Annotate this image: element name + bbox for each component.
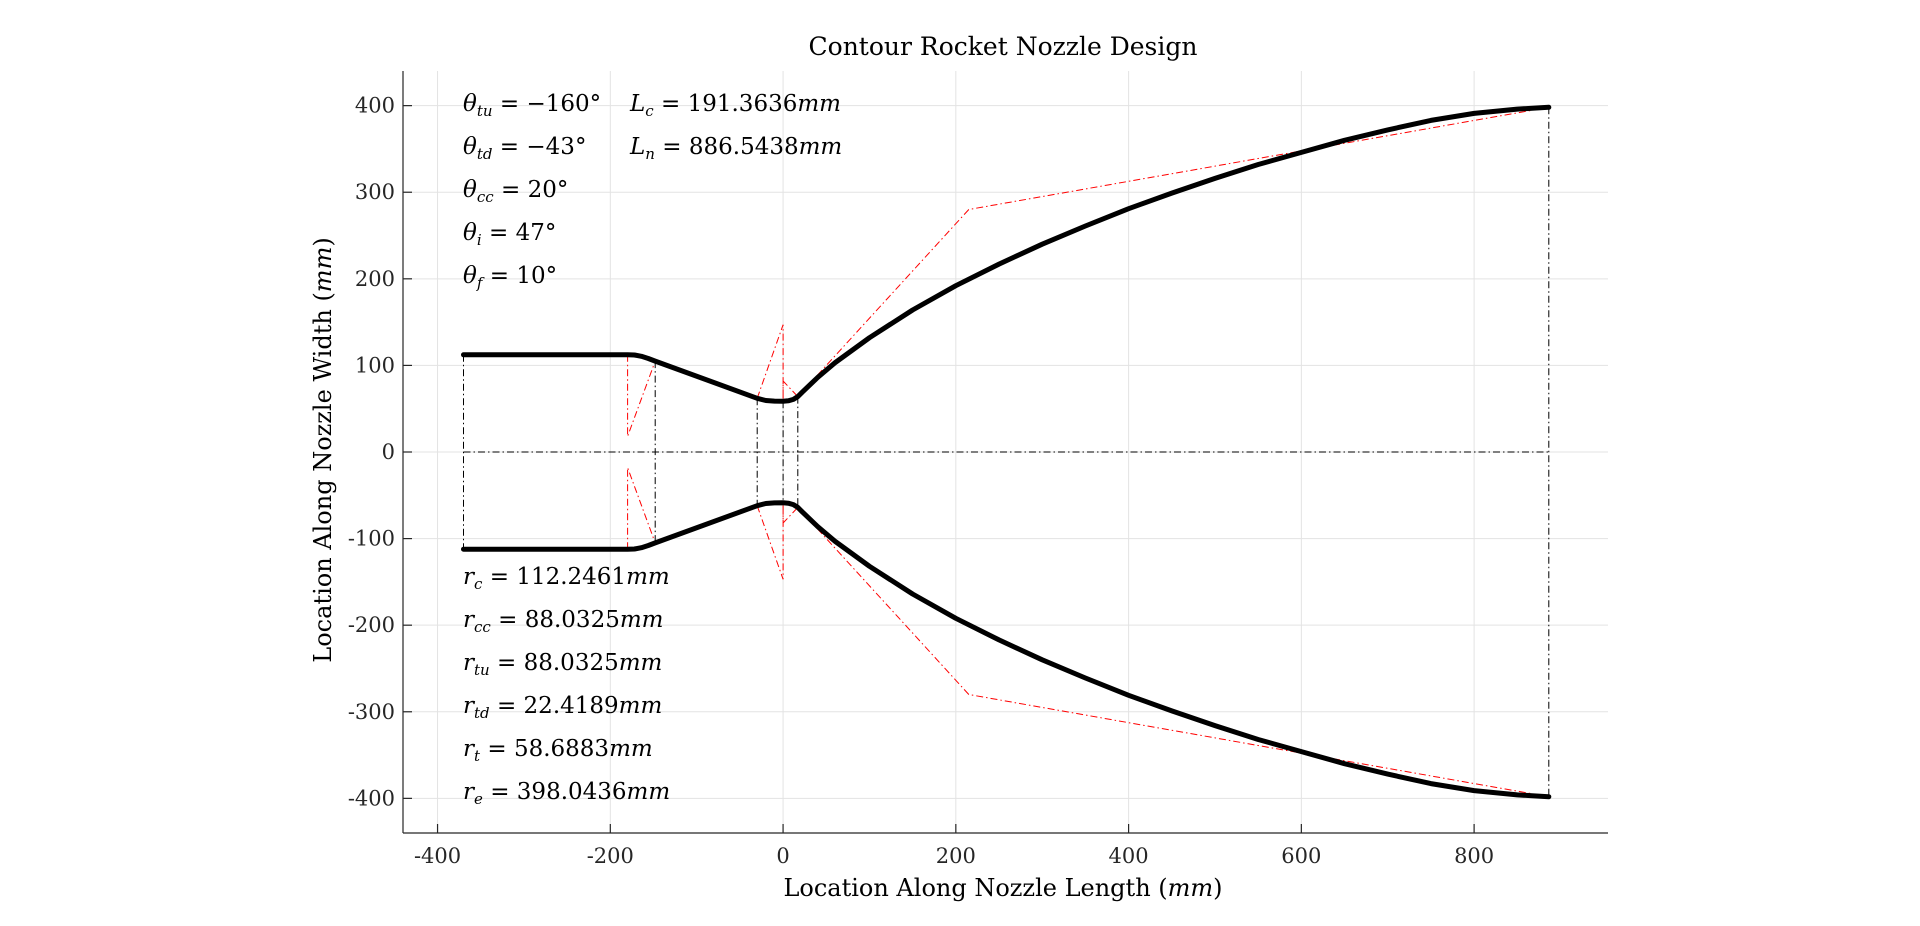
nozzle-contour-lower-line [461,500,1552,800]
y-tick-label: 0 [382,440,395,464]
annotation-theta-f: θf = 10° [463,263,558,292]
annotation-theta-cc: θcc = 20° [463,177,569,206]
annotation-L-n: Ln = 886.5438mm [630,134,843,163]
x-tick-label: -200 [587,844,634,868]
y-tick-label: 300 [355,180,395,204]
x-tick-label: -400 [414,844,461,868]
x-tick-label: 0 [776,844,789,868]
nozzle-contour-upper-line [461,104,1552,404]
annotation-r-e: re = 398.0436mm [463,779,671,808]
x-axis-label: Location Along Nozzle Length (mm) [783,874,1222,902]
tick-labels: -400 -200 0 200 400 600 800 400 300 200 100 0 -100 -2… [348,94,1494,868]
construction-red-line [797,106,1549,397]
x-tick-label: 800 [1454,844,1494,868]
y-tick-label: 400 [355,94,395,118]
y-tick-label: -100 [348,527,395,551]
axes [402,71,1608,834]
annotation-L-c: Lc = 191.3636mm [630,91,841,120]
construction-red-line [797,507,1549,798]
construction-red-line [756,324,799,402]
chart-title: Contour Rocket Nozzle Design [809,32,1198,61]
construction-red-line [756,502,799,580]
y-tick-label: -400 [348,786,395,810]
annotation-theta-i: θi = 47° [463,220,557,249]
annotation-r-c: rc = 112.2461mm [463,564,670,593]
annotation-theta-tu: θtu = −160° [463,91,602,120]
construction-red-line [627,467,656,550]
y-tick-label: -200 [348,613,395,637]
annotation-theta-td: θtd = −43° [463,134,587,163]
x-tick-label: 400 [1109,844,1149,868]
x-tick-label: 200 [936,844,976,868]
series-group [461,104,1552,800]
y-tick-label: 100 [355,353,395,377]
annotation-r-cc: rcc = 88.0325mm [463,607,664,636]
annotation-r-t: rt = 58.6883mm [463,736,653,765]
annotation-r-td: rtd = 22.4189mm [463,693,663,722]
construction-red-line [627,354,656,437]
y-axis-label: Location Along Nozzle Width (mm) [309,237,337,662]
y-tick-label: -300 [348,700,395,724]
annotation-r-tu: rtu = 88.0325mm [463,650,663,679]
x-tick-label: 600 [1281,844,1321,868]
y-tick-label: 200 [355,267,395,291]
